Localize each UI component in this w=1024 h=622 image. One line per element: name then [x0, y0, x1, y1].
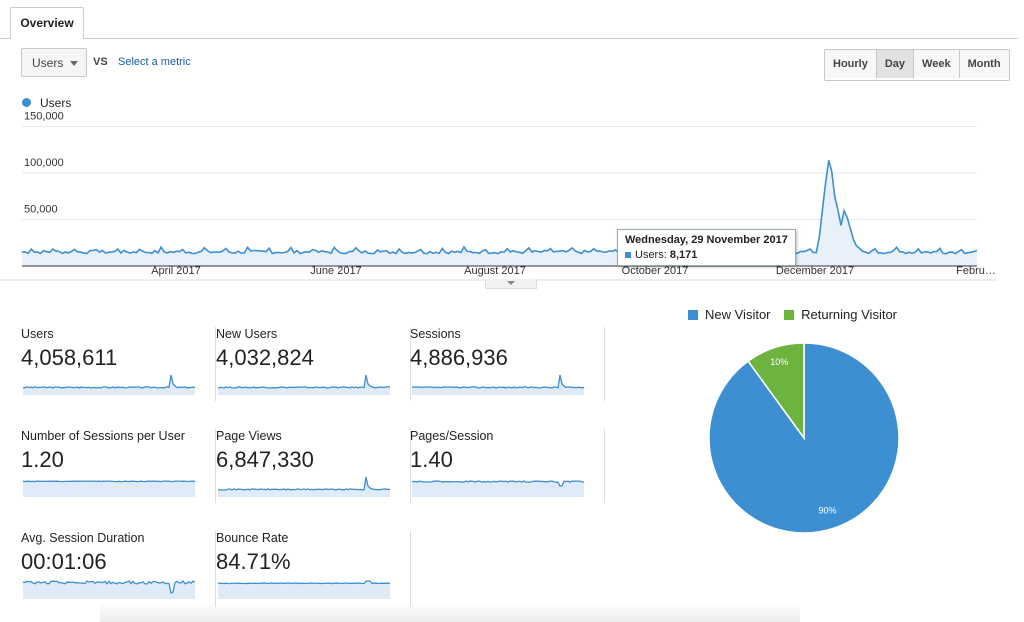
sparkline	[412, 374, 584, 395]
pie-legend-label-new: New Visitor	[705, 307, 771, 322]
pie-slice-label: 90%	[818, 505, 836, 515]
metric-card[interactable]: New Users 4,032,824	[216, 327, 411, 401]
sparkline-line	[23, 480, 195, 483]
sparkline-line	[218, 580, 390, 585]
metric-dropdown-label: Users	[32, 56, 64, 70]
metric-value: 6,847,330	[216, 447, 314, 472]
chevron-down-icon	[70, 61, 78, 66]
metric-label: Sessions	[410, 327, 461, 341]
sparkline-area	[412, 481, 584, 497]
sparkline-line	[412, 480, 584, 487]
x-tick-label: December 2017	[776, 265, 854, 277]
sparkline-area	[23, 581, 195, 599]
granularity-week-button[interactable]: Week	[913, 50, 959, 78]
sparkline	[218, 476, 390, 497]
sparkline	[412, 480, 584, 497]
metric-value: 4,032,824	[216, 345, 314, 370]
y-axis-ticks: 150,000 100,000 50,000	[24, 110, 64, 215]
chevron-down-icon	[507, 281, 515, 285]
users-over-time-chart[interactable]: 150,000 100,000 50,000 April 2017 June 2017…	[0, 110, 1000, 285]
bottom-fade	[100, 602, 800, 622]
granularity-day-button[interactable]: Day	[875, 50, 914, 78]
sparkline-area	[218, 581, 390, 599]
returning-visitor-swatch-icon	[784, 310, 795, 320]
metric-label: Avg. Session Duration	[21, 531, 145, 545]
select-metric-link[interactable]: Select a metric	[118, 56, 191, 68]
pie-slice-label: 10%	[770, 357, 788, 367]
metric-dropdown[interactable]: Users	[21, 48, 87, 77]
sparkline-line	[218, 476, 390, 491]
x-tick-label: June 2017	[310, 265, 361, 277]
users-line	[21, 160, 978, 259]
metric-value: 1.20	[21, 447, 64, 472]
metric-card[interactable]: Sessions 4,886,936	[410, 327, 605, 401]
pie-legend-new-visitor[interactable]: New Visitor	[688, 307, 771, 322]
metric-label: Pages/Session	[410, 429, 494, 443]
pie-legend-label-returning: Returning Visitor	[801, 307, 898, 322]
tab-bar: Overview	[0, 0, 1018, 39]
sparkline	[23, 580, 195, 599]
sparkline	[23, 480, 195, 497]
new-visitor-swatch-icon	[688, 310, 698, 320]
granularity-toggle: Hourly Day Week Month	[824, 49, 1010, 81]
metric-card[interactable]: Users 4,058,611	[21, 327, 216, 401]
sparkline-area	[23, 375, 195, 395]
metric-value: 00:01:06	[21, 549, 107, 574]
y-tick-label: 150,000	[24, 110, 64, 122]
sparkline-area	[218, 375, 390, 395]
y-tick-label: 50,000	[24, 203, 58, 215]
metric-card[interactable]: Page Views 6,847,330	[216, 429, 411, 503]
pie-slice-returning-visitor[interactable]	[747, 342, 805, 441]
collapse-chart-handle[interactable]	[485, 279, 537, 289]
legend-label: Users	[40, 96, 72, 110]
sparkline-line	[412, 374, 584, 389]
series-swatch-icon	[625, 252, 631, 258]
legend-dot-icon	[22, 98, 31, 107]
metric-value: 4,886,936	[410, 345, 508, 370]
x-tick-label: Febru…	[956, 265, 996, 277]
chart-legend: Users	[22, 96, 71, 110]
users-area	[22, 160, 977, 266]
y-tick-label: 100,000	[24, 157, 64, 169]
tooltip-label: Users:	[635, 249, 667, 261]
tooltip-date: Wednesday, 29 November 2017	[625, 234, 788, 246]
metric-label: Users	[21, 327, 54, 341]
metric-card[interactable]: Avg. Session Duration 00:01:06	[21, 531, 216, 607]
sparkline-line	[23, 580, 195, 594]
granularity-month-button[interactable]: Month	[958, 50, 1009, 78]
x-axis-ticks: April 2017 June 2017 August 2017 October 20…	[151, 265, 996, 277]
metric-card[interactable]: Pages/Session 1.40	[410, 429, 605, 503]
pie-legend: New Visitor Returning Visitor	[688, 307, 907, 322]
sparkline-area	[412, 375, 584, 395]
visitor-type-pie-chart[interactable]: 90% 10%	[706, 340, 902, 536]
metric-value: 4,058,611	[21, 345, 118, 370]
tab-overview[interactable]: Overview	[10, 7, 84, 39]
sparkline	[218, 374, 390, 395]
granularity-hourly-button[interactable]: Hourly	[825, 50, 876, 78]
metric-label: Bounce Rate	[216, 531, 289, 545]
x-tick-label: August 2017	[464, 265, 526, 277]
metric-label: New Users	[216, 327, 278, 341]
metric-card[interactable]: Bounce Rate 84.71%	[216, 531, 411, 607]
metric-value: 1.40	[410, 447, 453, 472]
pie-legend-returning-visitor[interactable]: Returning Visitor	[784, 307, 897, 322]
chart-grid	[22, 125, 977, 220]
sparkline-area	[218, 477, 390, 497]
tooltip-value: 8,171	[669, 249, 698, 261]
metric-label: Page Views	[216, 429, 282, 443]
x-tick-label: October 2017	[622, 265, 689, 277]
metric-label: Number of Sessions per User	[21, 429, 185, 443]
x-tick-label: April 2017	[151, 265, 201, 277]
sparkline-line	[218, 374, 390, 389]
sparkline	[23, 374, 195, 395]
sparkline-line	[23, 374, 195, 389]
chart-tooltip: Wednesday, 29 November 2017 Users: 8,171	[617, 229, 796, 266]
metric-value: 84.71%	[216, 549, 291, 574]
sparkline	[218, 580, 390, 599]
sparkline-area	[23, 481, 195, 497]
tooltip-value-row: Users: 8,171	[625, 249, 788, 261]
metric-card[interactable]: Number of Sessions per User 1.20	[21, 429, 216, 503]
vs-label: VS	[93, 56, 108, 68]
